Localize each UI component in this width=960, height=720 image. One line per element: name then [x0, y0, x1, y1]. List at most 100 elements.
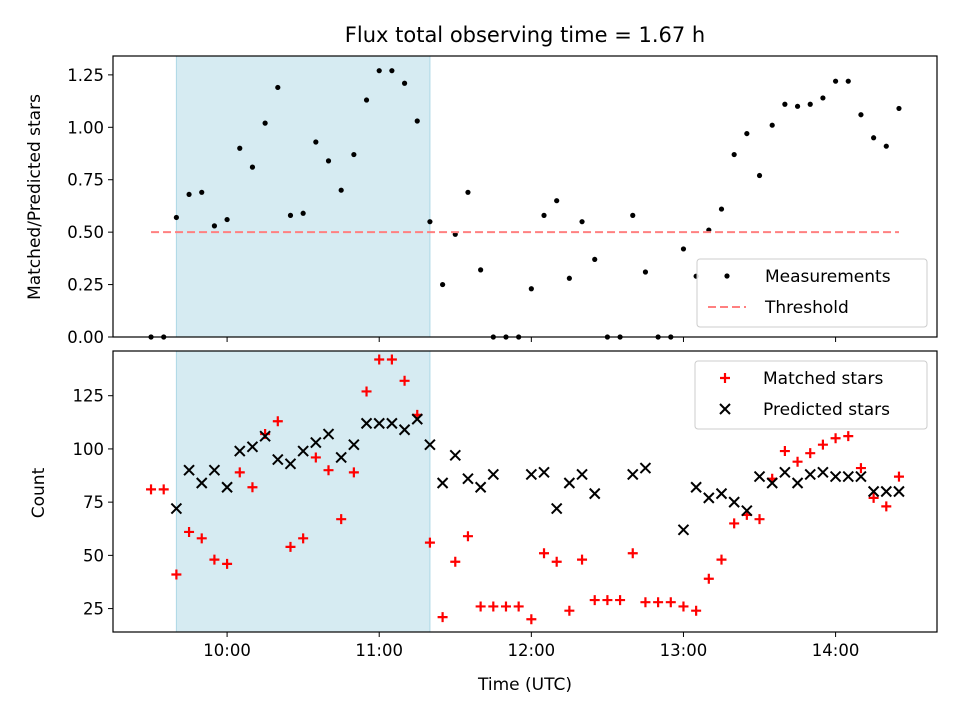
matched-stars-point: [539, 548, 550, 559]
measurements-point: [769, 122, 775, 128]
top-legend-box: [696, 258, 928, 328]
bottom-y-tick-label: 25: [83, 600, 104, 619]
matched-stars-point: [513, 601, 524, 612]
x-tick-label: 12:00: [508, 641, 556, 660]
matched-stars-point: [881, 501, 892, 512]
measurements-point: [528, 286, 534, 292]
measurements-point: [820, 95, 826, 101]
matched-stars-point: [184, 526, 195, 537]
bottom-legend-box: [694, 360, 928, 430]
matched-stars-point: [272, 416, 283, 427]
matched-stars-point: [817, 439, 828, 450]
top-y-tick-label: 0.75: [67, 171, 104, 190]
top-panel: Flux total observing time = 1.67 h Match…: [25, 23, 938, 347]
predicted-stars-point: [639, 462, 652, 474]
predicted-stars-point: [791, 477, 804, 489]
bottom-panel: Time (UTC) Count 25 50 75 100 125 10:00 11:00 1…: [29, 350, 938, 695]
predicted-stars-point: [234, 445, 246, 457]
predicted-stars-point: [310, 436, 322, 449]
predicted-stars-point: [867, 485, 880, 498]
measurements-point: [313, 139, 319, 145]
x-tick-label: 13:00: [660, 641, 708, 660]
predicted-stars-point: [411, 413, 423, 425]
threshold-legend-label: Threshold: [764, 298, 849, 318]
measurements-point: [376, 68, 382, 74]
measurements-point: [541, 212, 547, 218]
top-observing-window: [175, 55, 431, 338]
measurements-point: [186, 191, 192, 198]
measurements-point: [756, 172, 763, 179]
matched-stars-point: [665, 597, 676, 608]
predicted-stars-point: [259, 430, 271, 442]
measurements-point: [794, 103, 801, 109]
predicted-stars-point: [436, 477, 449, 489]
bottom-y-tick-label: 50: [83, 546, 104, 565]
predicted-stars-point: [297, 445, 309, 457]
predicted-stars-point: [525, 468, 538, 481]
top-axes-frame: [112, 55, 938, 338]
matched-stars-point: [234, 467, 245, 478]
bottom-plot-area: [146, 350, 905, 633]
top-y-tick-label: 1.25: [67, 66, 104, 85]
matched-stars-point: [526, 614, 537, 625]
matched-stars-point: [615, 595, 626, 606]
matched-stars-point: [424, 537, 435, 548]
measurements-point: [249, 164, 256, 170]
top-y-axis-label: Matched/Predicted stars: [25, 94, 45, 300]
predicted-stars-point: [728, 496, 740, 508]
predicted-stars-point: [715, 487, 728, 500]
predicted-stars-point: [779, 466, 791, 479]
matched-stars-point: [298, 533, 309, 544]
matched-stars-legend-swatch: [720, 373, 730, 383]
matched-stars-point: [196, 533, 207, 544]
bottom-axes-frame: [112, 350, 938, 633]
bottom-y-tick-label: 125: [73, 387, 105, 406]
measurements-point: [401, 80, 408, 86]
matched-stars-point: [716, 554, 727, 565]
measurements-point: [363, 97, 370, 103]
measurements-point: [414, 118, 420, 124]
predicted-stars-point: [462, 473, 474, 485]
measurements-point: [883, 143, 889, 149]
measurements-point: [478, 267, 484, 273]
matched-stars-point: [855, 463, 866, 474]
measurements-point: [237, 145, 243, 151]
measurements-point: [287, 212, 294, 218]
predicted-stars-point: [741, 504, 753, 517]
predicted-stars-point: [677, 524, 690, 536]
predicted-stars-point: [563, 477, 576, 489]
predicted-stars-point: [766, 477, 778, 489]
matched-stars-point: [361, 386, 372, 397]
matched-stars-point: [386, 354, 397, 365]
predicted-stars-point: [880, 485, 892, 498]
predicted-stars-point: [690, 481, 702, 493]
measurements-legend-label: Measurements: [765, 267, 891, 287]
matched-stars-point: [868, 492, 879, 503]
measurements-point: [896, 105, 902, 112]
measurements-point: [427, 219, 433, 225]
matched-stars-point: [348, 467, 359, 478]
measurements-point: [325, 158, 332, 164]
matched-stars-point: [564, 605, 575, 616]
matched-stars-point: [843, 431, 854, 442]
matched-stars-point: [323, 465, 334, 476]
matched-stars-point: [222, 558, 233, 569]
matched-stars-point: [893, 471, 904, 482]
predicted-stars-point: [183, 464, 195, 476]
matched-stars-point: [209, 554, 220, 565]
matched-stars-point: [500, 601, 511, 612]
bottom-y-tick-label: 100: [73, 440, 105, 459]
predicted-stars-point: [284, 458, 297, 470]
bottom-legend: Matched stars Predicted stars: [694, 360, 928, 430]
predicted-stars-point: [170, 502, 183, 515]
predicted-stars-point: [487, 468, 500, 481]
measurements-point: [642, 269, 649, 275]
measurements-point: [440, 281, 446, 288]
predicted-stars-point: [703, 492, 715, 504]
measurements-point: [807, 101, 813, 107]
predicted-stars-point: [221, 481, 233, 493]
measurements-point: [731, 151, 737, 158]
matched-stars-point: [602, 595, 613, 606]
matched-stars-point: [640, 597, 651, 608]
x-tick-label: 11:00: [355, 641, 403, 660]
